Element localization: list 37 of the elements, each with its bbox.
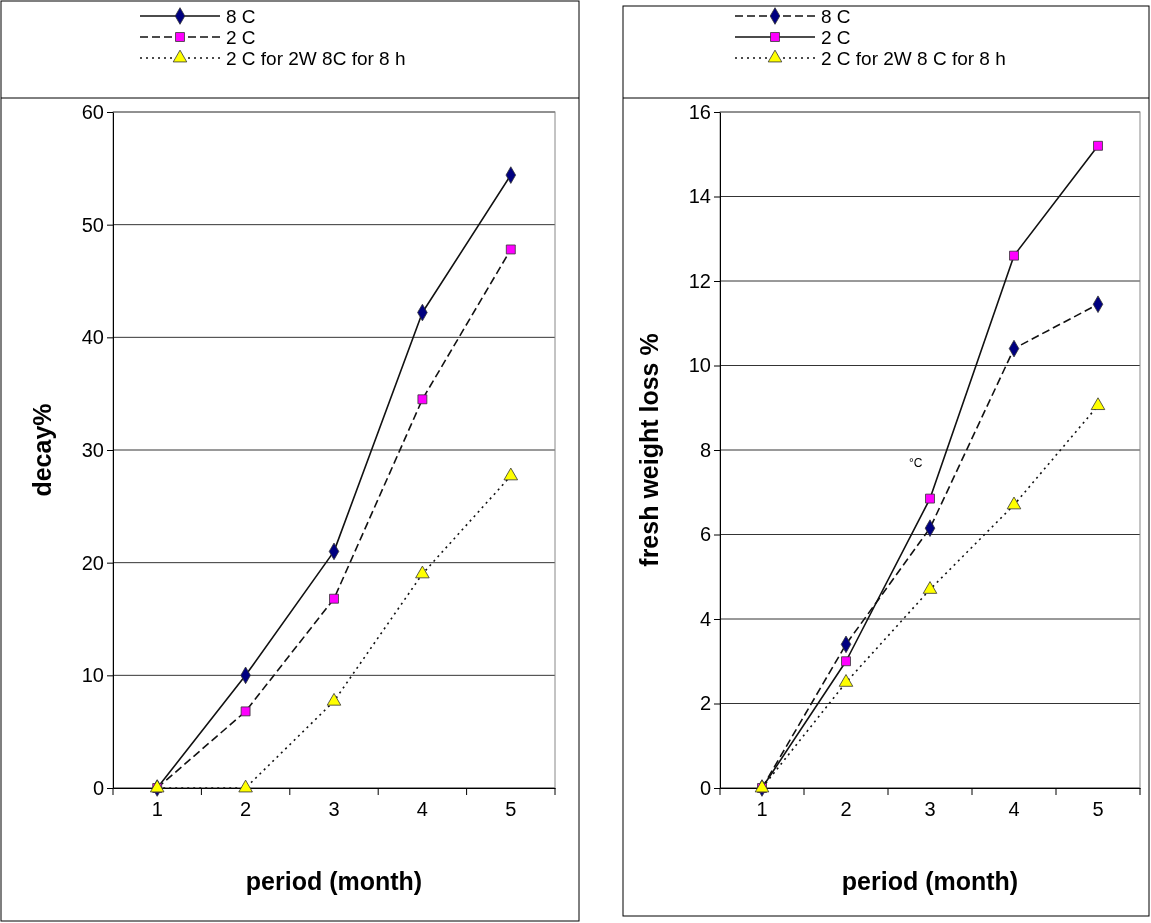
- y-tick-label: 16: [688, 100, 711, 123]
- y-tick-label: 10: [688, 354, 711, 377]
- x-axis-title: period (month): [841, 867, 1019, 895]
- x-tick-label: 3: [924, 798, 936, 821]
- legend-label: 8 C: [226, 6, 256, 27]
- legend-label: 2 C: [226, 27, 256, 48]
- y-tick-label: 4: [699, 607, 711, 630]
- legend-label: 2 C for 2W 8 C for 8 h: [821, 48, 1006, 69]
- y-tick-label: 12: [688, 269, 711, 292]
- x-axis-title: period (month): [245, 867, 423, 895]
- legend-label: 8 C: [821, 6, 851, 27]
- annotation: °C: [909, 455, 923, 470]
- y-tick-label: 2: [699, 692, 711, 715]
- y-tick-label: 10: [81, 664, 104, 687]
- y-tick-label: 8: [699, 438, 711, 461]
- x-tick-label: 2: [840, 798, 852, 821]
- y-tick-label: 0: [92, 776, 104, 799]
- y-tick-label: 14: [688, 185, 711, 208]
- y-tick-label: 30: [81, 438, 104, 461]
- x-tick-label: 5: [1092, 798, 1104, 821]
- y-tick-label: 0: [699, 776, 711, 799]
- legend-label: 2 C for 2W 8C for 8 h: [226, 48, 406, 69]
- x-tick-label: 4: [416, 798, 428, 821]
- x-tick-label: 1: [756, 798, 768, 821]
- x-tick-label: 4: [1008, 798, 1020, 821]
- x-tick-label: 3: [328, 798, 340, 821]
- y-tick-label: 60: [81, 100, 104, 123]
- legend-label: 2 C: [821, 27, 851, 48]
- y-tick-label: 50: [81, 213, 104, 236]
- y-tick-label: 20: [81, 551, 104, 574]
- x-tick-label: 5: [505, 798, 517, 821]
- y-tick-label: 6: [699, 523, 711, 546]
- x-tick-label: 1: [151, 798, 163, 821]
- y-axis-title: decay%: [28, 403, 56, 497]
- y-axis-title: fresh weight loss %: [635, 333, 663, 567]
- y-tick-label: 40: [81, 326, 104, 349]
- x-tick-label: 2: [240, 798, 252, 821]
